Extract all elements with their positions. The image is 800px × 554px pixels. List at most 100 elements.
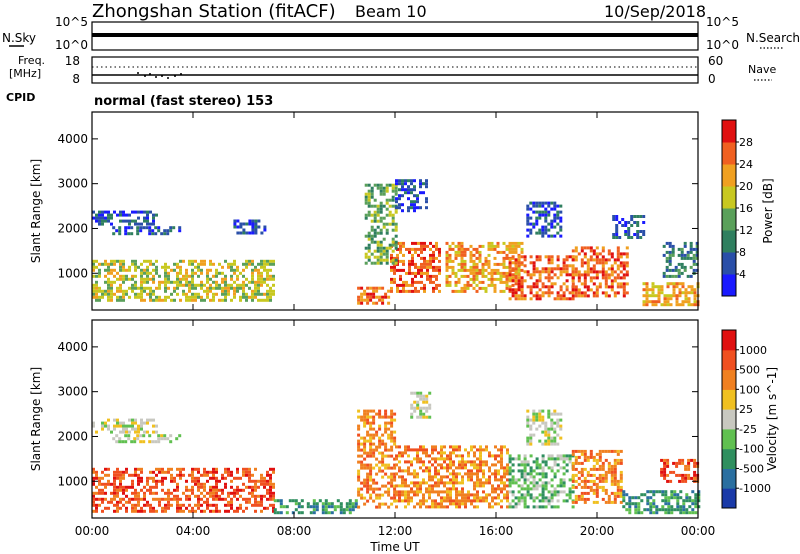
velocity-cell (366, 475, 370, 479)
velocity-cell (455, 505, 458, 509)
power-cell (173, 262, 176, 266)
power-cell (257, 274, 260, 278)
velocity-cell (598, 464, 602, 468)
power-cell (532, 270, 536, 274)
power-cell (538, 288, 542, 292)
power-cell (414, 274, 417, 278)
power-cell (236, 219, 240, 223)
power-cell (657, 288, 661, 292)
power-cell (379, 261, 383, 265)
velocity-cell (419, 466, 422, 470)
velocity-cell (517, 502, 521, 506)
velocity-cell (664, 511, 668, 515)
velocity-cell (616, 488, 620, 492)
velocity-cell (378, 505, 382, 509)
power-cell (206, 271, 209, 275)
velocity-cell (390, 445, 394, 449)
velocity-cell (372, 415, 376, 419)
velocity-cell (375, 412, 379, 416)
velocity-cell (248, 497, 251, 501)
power-cell (236, 283, 239, 287)
velocity-cell (634, 496, 638, 500)
power-cell (396, 253, 399, 257)
power-cell (167, 280, 170, 284)
power-cell (514, 264, 518, 268)
power-cell (517, 268, 521, 272)
velocity-cell (583, 452, 587, 456)
power-cell (224, 286, 227, 290)
power-cell (149, 271, 152, 275)
power-cell (601, 264, 605, 268)
velocity-cell (209, 503, 212, 507)
power-cell (269, 268, 272, 272)
power-cell (529, 255, 533, 259)
power-cell (137, 292, 140, 296)
power-cell (417, 268, 420, 272)
velocity-cell (269, 473, 272, 477)
power-cell (499, 250, 503, 254)
power-cell (128, 295, 131, 299)
velocity-cell (467, 475, 470, 479)
power-cell (416, 194, 419, 198)
velocity-cell (517, 484, 521, 488)
power-cell (245, 292, 248, 296)
power-cell (686, 256, 690, 260)
power-cell (266, 271, 269, 275)
power-ytick-label: 3000 (57, 177, 88, 191)
velocity-cell (494, 469, 497, 473)
power-cell (502, 265, 506, 269)
velocity-cell (393, 499, 397, 503)
power-cell (457, 277, 461, 281)
power-cell (98, 213, 101, 217)
power-cell (583, 273, 587, 277)
power-cell (662, 271, 666, 275)
power-cell (357, 301, 361, 305)
velocity-cell (113, 424, 116, 428)
power-cell (143, 219, 146, 223)
velocity-cell (574, 455, 578, 459)
power-cell (122, 259, 125, 263)
power-cell (532, 267, 536, 271)
power-cell (152, 289, 155, 293)
freq-tick-bottom: 8 (72, 72, 80, 86)
velocity-cell (413, 490, 416, 494)
velocity-xtick-label: 00:00 (75, 524, 110, 538)
power-cell (526, 213, 530, 217)
power-cell (152, 216, 155, 220)
velocity-cell (321, 505, 325, 509)
power-cell (411, 241, 414, 245)
velocity-cell (494, 490, 497, 494)
power-cell (669, 294, 673, 298)
velocity-cell (663, 461, 667, 465)
velocity-cell (473, 481, 476, 485)
power-cell (589, 249, 593, 253)
velocity-cell (140, 506, 143, 510)
velocity-cell (428, 415, 432, 419)
power-cell (535, 216, 539, 220)
power-cell (139, 229, 143, 233)
power-cell (388, 210, 392, 214)
power-cell (438, 283, 441, 287)
power-cell (104, 280, 107, 284)
power-cell (541, 234, 545, 238)
velocity-colorbar-tick-label: -100 (739, 443, 764, 456)
power-cell (381, 298, 385, 302)
velocity-cell (520, 460, 524, 464)
power-cell (209, 268, 212, 272)
velocity-cell (191, 485, 194, 489)
power-cell (134, 219, 137, 223)
velocity-cell (140, 497, 143, 501)
velocity-cell (482, 448, 485, 452)
velocity-cell (607, 449, 611, 453)
velocity-cell (404, 445, 407, 449)
power-data (92, 179, 700, 307)
velocity-cell (398, 451, 401, 455)
power-cell (520, 291, 524, 295)
power-cell (529, 216, 533, 220)
velocity-cell (634, 511, 638, 515)
power-cell (689, 256, 693, 260)
power-cell (571, 288, 575, 292)
velocity-cell (529, 466, 533, 470)
velocity-cell (212, 494, 215, 498)
power-cell (110, 268, 113, 272)
